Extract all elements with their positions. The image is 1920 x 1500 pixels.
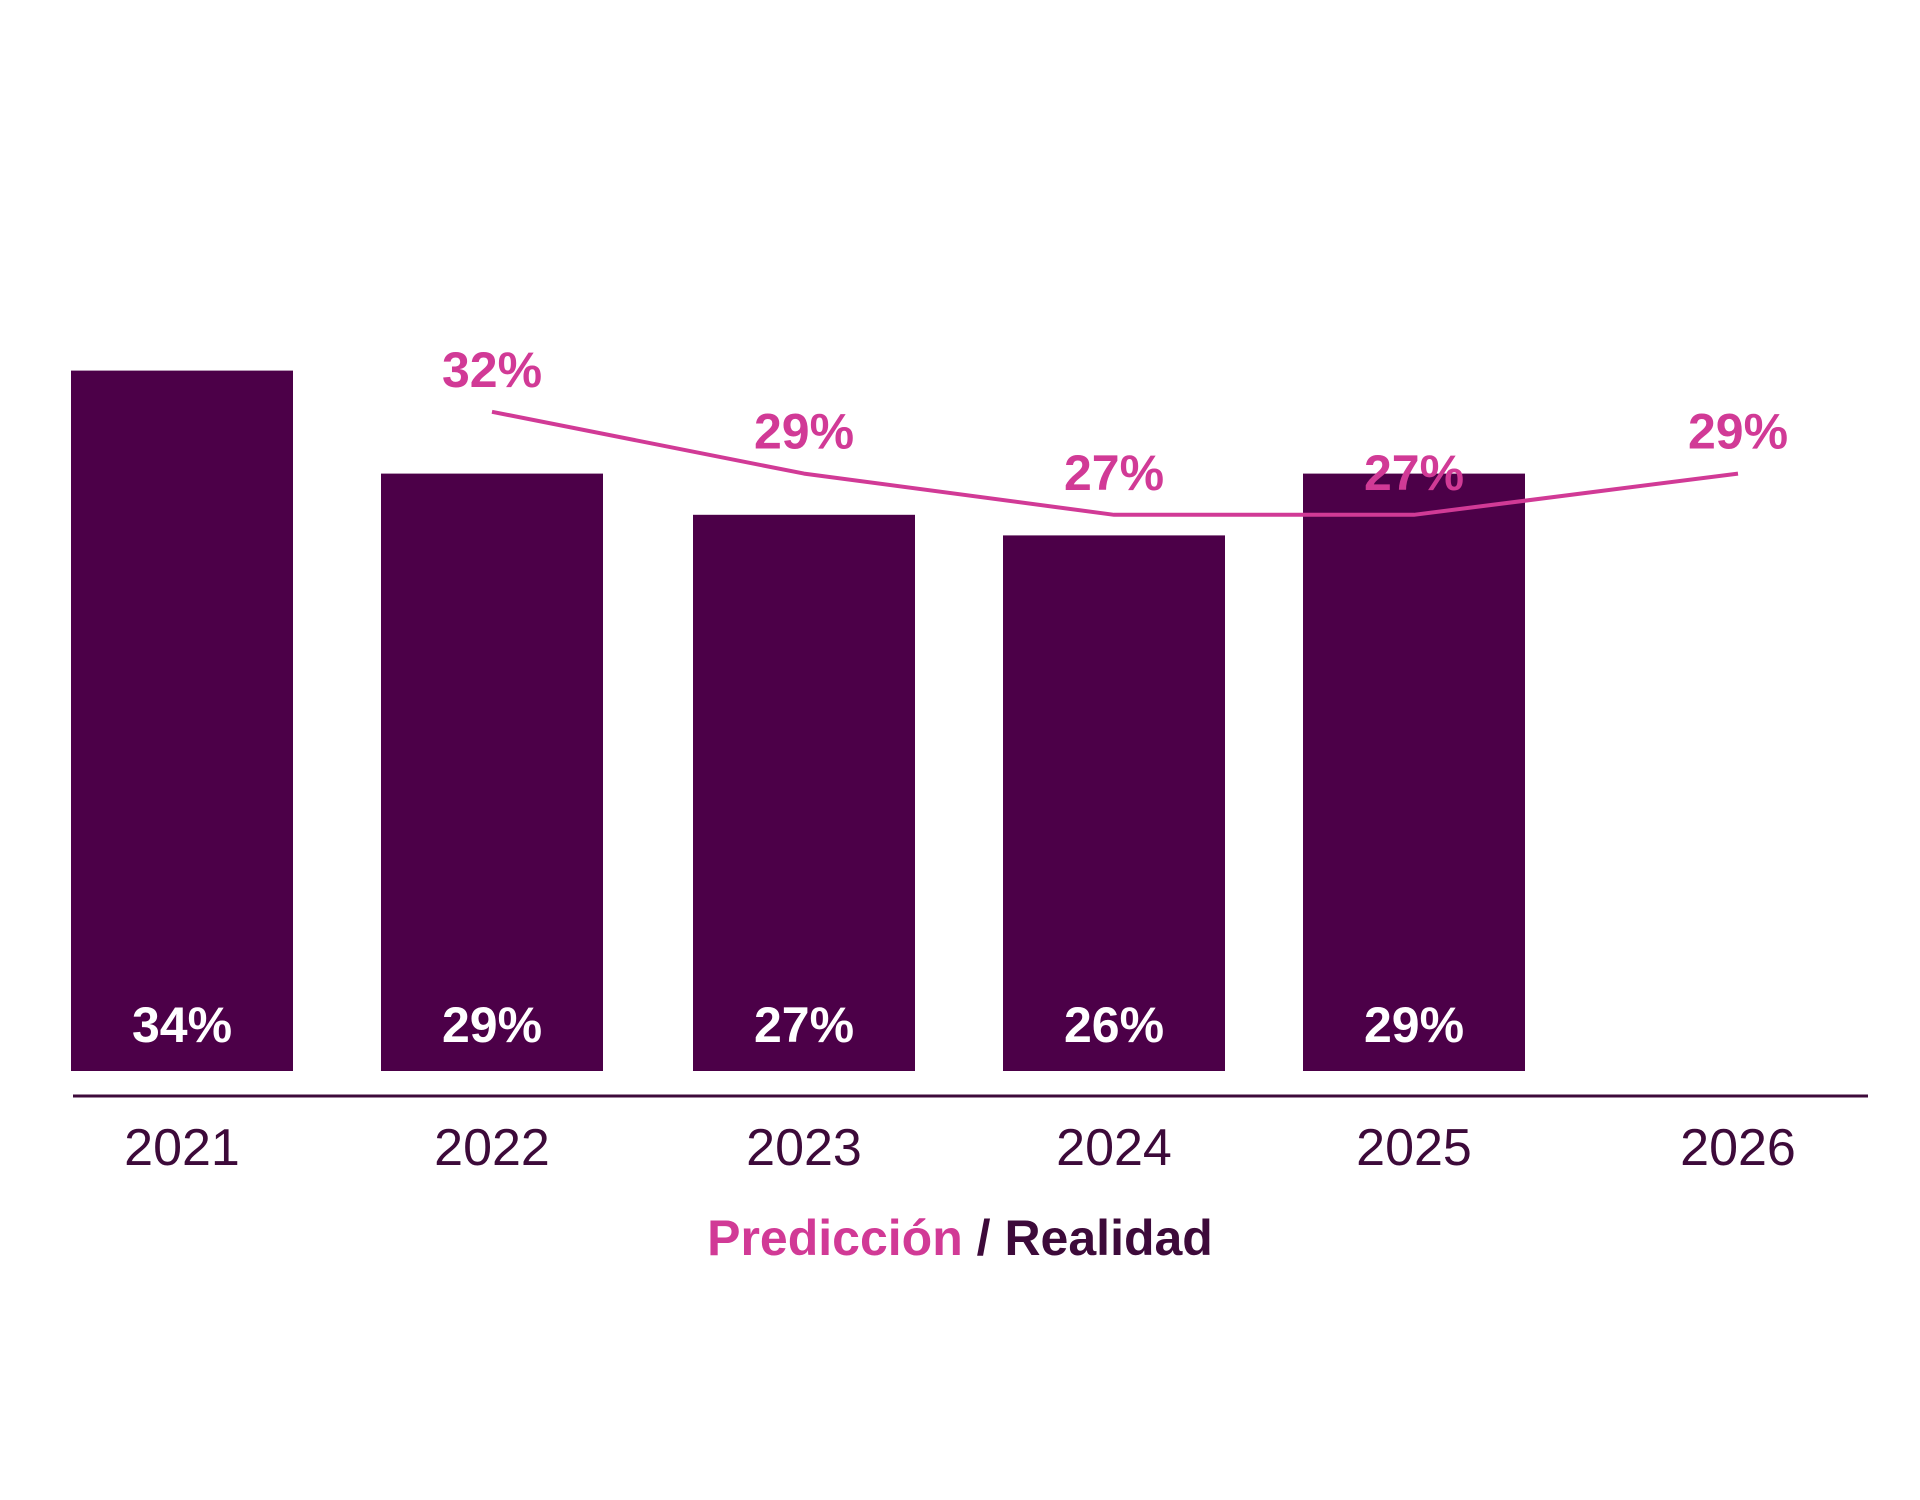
bar-2022: [381, 473, 603, 1072]
bar-value-label-2023: 27%: [754, 997, 854, 1053]
legend-prediction-label: Predicción: [707, 1210, 963, 1266]
x-tick-label-2025: 2025: [1356, 1119, 1472, 1177]
prediction-value-label-2023: 29%: [754, 404, 854, 460]
x-tick-label-2026: 2026: [1680, 1119, 1796, 1177]
legend: Predicción / Realidad: [707, 1210, 1213, 1266]
prediction-value-label-2026: 29%: [1688, 404, 1788, 460]
bar-value-label-2022: 29%: [442, 997, 542, 1053]
bar-value-label-2024: 26%: [1064, 997, 1164, 1053]
prediction-value-label-2024: 27%: [1064, 445, 1164, 501]
x-tick-label-2022: 2022: [434, 1119, 550, 1177]
legend-separator: /: [963, 1210, 1005, 1266]
bar-2021: [71, 370, 293, 1072]
prediction-value-label-2025: 27%: [1364, 445, 1464, 501]
legend-reality-label: Realidad: [1004, 1210, 1212, 1266]
prediction-line: [491, 409, 1739, 517]
prediction-value-label-2022: 32%: [442, 342, 542, 398]
bars-group: [71, 370, 1525, 1072]
prediction-labels-group: 32% 29% 27% 27% 29%: [442, 342, 1788, 501]
x-tick-label-2024: 2024: [1056, 1119, 1172, 1177]
bar-2023: [693, 514, 915, 1071]
x-tick-labels-group: 2021 2022 2023 2024 2025 2026: [124, 1119, 1796, 1177]
bar-2025: [1303, 473, 1525, 1072]
bar-value-label-2021: 34%: [132, 997, 232, 1053]
bar-labels-group: 34% 29% 27% 26% 29%: [132, 997, 1464, 1053]
x-tick-label-2023: 2023: [746, 1119, 862, 1177]
bar-value-label-2025: 29%: [1364, 997, 1464, 1053]
x-tick-label-2021: 2021: [124, 1119, 240, 1177]
bar-2024: [1003, 535, 1225, 1071]
prediction-line-group: [491, 409, 1739, 517]
